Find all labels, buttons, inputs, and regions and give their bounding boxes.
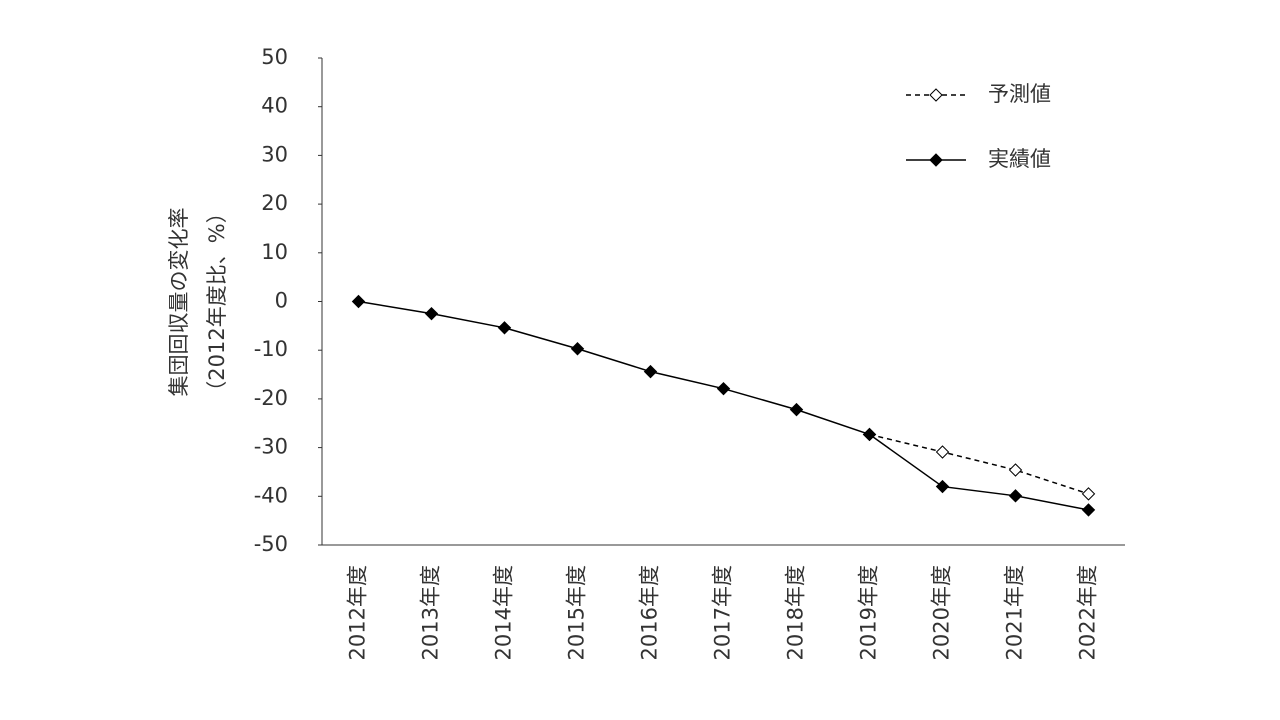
series-line — [358, 300, 1089, 511]
data-point — [1008, 489, 1023, 503]
x-tick-label: 2017年度 — [711, 565, 735, 660]
y-tick-label: -20 — [254, 386, 288, 410]
data-point — [935, 479, 950, 494]
data-point — [643, 364, 658, 379]
x-tick-label: 2015年度 — [565, 565, 589, 660]
x-tick-label: 2016年度 — [638, 565, 662, 660]
x-tick-label: 2022年度 — [1076, 565, 1100, 660]
x-tick-label: 2021年度 — [1003, 565, 1027, 660]
y-tick-label: -50 — [254, 532, 288, 556]
y-tick-label: -10 — [254, 337, 288, 361]
y-tick-label: 50 — [261, 45, 288, 69]
legend-marker — [929, 88, 943, 102]
y-tick-label: -40 — [254, 483, 288, 507]
y-tick-label: 30 — [261, 142, 288, 166]
y-axis-label: 集団回収量の変化率 — [167, 208, 191, 397]
data-point — [789, 402, 804, 417]
series-line — [869, 433, 1089, 495]
data-point — [424, 306, 439, 321]
y-tick-label: -30 — [254, 435, 288, 459]
data-point — [1081, 487, 1096, 501]
y-tick-label: 10 — [261, 240, 288, 264]
x-tick-label: 2012年度 — [346, 565, 370, 660]
data-point — [351, 294, 366, 309]
x-tick-label: 2014年度 — [492, 565, 516, 660]
x-tick-label: 2019年度 — [857, 565, 881, 660]
data-point — [935, 445, 950, 459]
y-tick-label: 20 — [261, 191, 288, 215]
y-tick-label: 40 — [261, 94, 288, 118]
y-axis-label: （2012年度比、%） — [205, 202, 229, 401]
x-tick-label: 2020年度 — [930, 565, 954, 660]
data-point — [570, 342, 585, 356]
data-point — [862, 427, 877, 442]
data-point — [1008, 463, 1023, 477]
x-tick-label: 2013年度 — [419, 565, 443, 660]
data-point — [1081, 503, 1096, 517]
data-point — [497, 321, 512, 335]
legend-label: 予測値 — [988, 82, 1051, 106]
legend-marker — [929, 153, 943, 167]
x-tick-label: 2018年度 — [784, 565, 808, 660]
legend-label: 実績値 — [988, 147, 1051, 171]
y-tick-label: 0 — [275, 289, 288, 313]
data-point — [716, 381, 731, 396]
